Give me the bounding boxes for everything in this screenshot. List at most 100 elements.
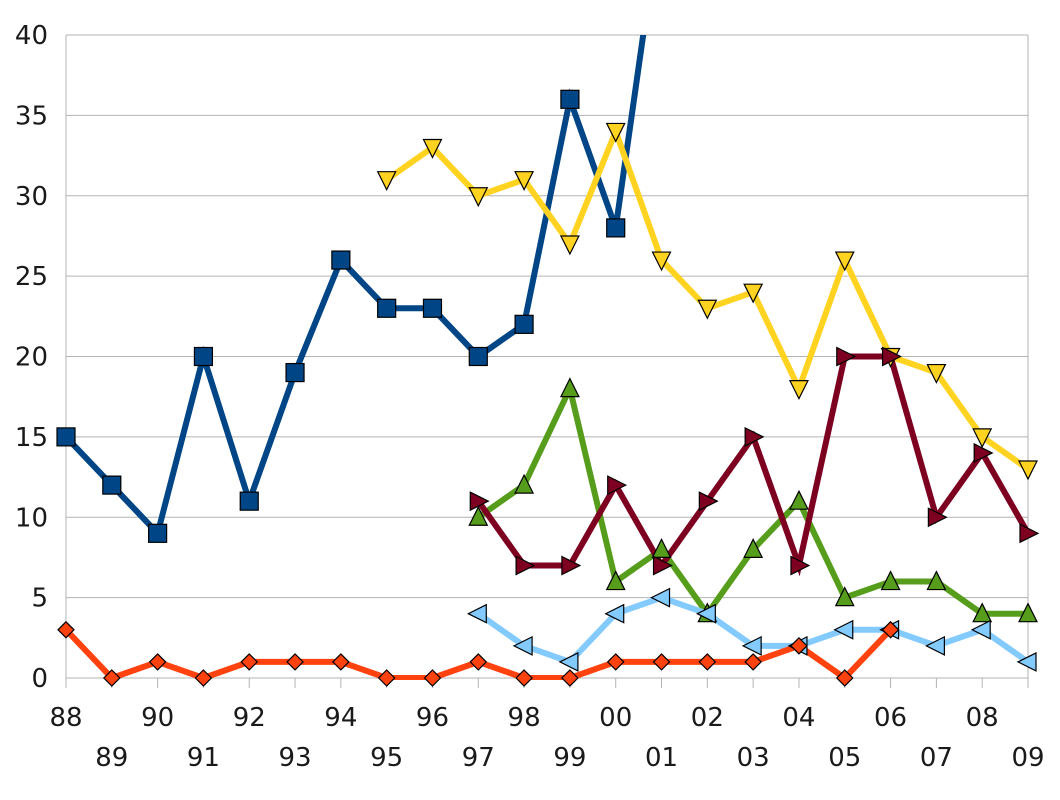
x-tick-label: 92 — [233, 703, 266, 733]
data-point-square — [102, 475, 122, 495]
data-point-triangle-down — [926, 363, 947, 384]
data-point-triangle-down — [1018, 460, 1038, 481]
data-point-triangle-left — [741, 635, 762, 656]
data-point-diamond — [561, 669, 579, 687]
y-tick-label: 10 — [15, 503, 48, 533]
y-axis-tick-labels: 0 5 10 15 20 25 30 35 40 — [15, 21, 48, 694]
data-point-triangle-up — [559, 377, 580, 398]
data-point-triangle-down — [972, 428, 993, 449]
series-lines — [66, 35, 1028, 680]
data-point-triangle-up — [605, 570, 626, 591]
data-point-square — [285, 362, 305, 383]
data-point-triangle-right — [515, 555, 536, 576]
data-point-diamond — [286, 653, 304, 671]
data-point-square — [468, 346, 488, 367]
data-point-diamond — [881, 620, 900, 639]
data-point-triangle-right — [1019, 523, 1040, 544]
data-point-triangle-up — [743, 538, 764, 559]
data-point-diamond — [377, 669, 396, 687]
data-point-diamond — [423, 669, 442, 687]
data-point-triangle-left — [512, 635, 533, 656]
data-point-triangle-up — [834, 586, 855, 607]
data-point-triangle-down — [743, 283, 764, 304]
data-point-triangle-left — [833, 619, 854, 640]
series-line-0 — [66, 35, 647, 540]
data-point-diamond — [194, 669, 213, 687]
x-tick-label: 95 — [370, 743, 403, 773]
data-point-triangle-down — [422, 138, 443, 159]
data-point-square — [193, 346, 214, 367]
data-point-diamond — [102, 669, 121, 687]
data-point-triangle-left — [1016, 651, 1037, 672]
data-point-diamond — [744, 653, 762, 671]
data-point-triangle-left — [558, 651, 579, 672]
data-point-triangle-down — [651, 251, 672, 272]
data-point-square — [377, 298, 397, 318]
data-point-diamond — [606, 653, 625, 671]
data-point-triangle-up — [468, 505, 489, 526]
data-point-diamond — [240, 653, 259, 671]
x-tick-label: 02 — [691, 703, 724, 733]
x-tick-label: 91 — [187, 743, 220, 773]
data-point-triangle-down — [605, 122, 626, 143]
data-point-triangle-up — [926, 570, 947, 591]
x-tick-label: 01 — [645, 743, 678, 773]
data-point-triangle-right — [973, 442, 994, 463]
data-point-square — [56, 427, 76, 447]
data-point-triangle-left — [466, 603, 487, 624]
x-tick-label: 94 — [324, 703, 357, 733]
data-point-diamond — [515, 669, 533, 687]
data-point-triangle-down — [376, 171, 397, 192]
data-point-triangle-up — [972, 602, 993, 623]
data-point-square — [606, 218, 626, 238]
data-point-triangle-left — [604, 603, 625, 624]
data-point-diamond — [332, 653, 350, 671]
x-axis-tick-labels: 88 89 90 91 92 93 94 95 96 97 98 99 00 01 02 03 04 05 06 07… — [49, 703, 1044, 773]
data-point-diamond — [469, 653, 488, 671]
data-point-square — [331, 250, 351, 270]
data-point-triangle-up — [651, 538, 672, 559]
x-tick-label: 98 — [508, 703, 541, 733]
x-tick-label: 00 — [599, 703, 632, 733]
data-point-triangle-down — [559, 235, 580, 256]
data-point-triangle-left — [650, 587, 671, 608]
data-point-triangle-down — [468, 187, 489, 208]
data-point-triangle-left — [695, 603, 716, 624]
x-tick-label: 04 — [782, 703, 815, 733]
data-point-square — [422, 298, 443, 318]
data-point-triangle-right — [927, 507, 948, 528]
data-point-square — [239, 491, 259, 511]
data-point-triangle-up — [514, 473, 535, 494]
data-point-triangle-down — [697, 299, 718, 320]
data-point-square — [148, 523, 168, 543]
y-tick-label: 30 — [15, 182, 48, 212]
data-point-triangle-up — [1018, 602, 1038, 623]
data-point-triangle-up — [880, 570, 901, 591]
data-point-diamond — [57, 620, 75, 639]
data-point-triangle-up — [788, 489, 809, 510]
data-point-triangle-right — [836, 346, 857, 367]
x-tick-label: 05 — [828, 743, 861, 773]
x-tick-label: 93 — [279, 743, 312, 773]
data-point-triangle-right — [607, 475, 628, 496]
y-tick-label: 25 — [15, 262, 48, 292]
y-tick-label: 20 — [15, 343, 48, 373]
x-tick-label: 03 — [737, 743, 770, 773]
data-point-diamond — [790, 637, 808, 655]
data-point-triangle-down — [514, 171, 535, 192]
x-tick-label: 89 — [95, 743, 128, 773]
x-tick-label: 06 — [874, 703, 907, 733]
data-point-diamond — [698, 653, 717, 671]
series-line-4 — [476, 594, 1028, 666]
x-tick-label: 88 — [49, 703, 82, 733]
data-point-triangle-left — [970, 619, 991, 640]
data-point-triangle-right — [698, 491, 719, 512]
y-tick-label: 40 — [15, 21, 48, 51]
x-tick-label: 97 — [462, 743, 495, 773]
x-tick-label: 09 — [1011, 743, 1044, 773]
x-tick-label: 90 — [141, 703, 174, 733]
series-markers — [56, 89, 1040, 687]
x-tick-label: 96 — [416, 703, 449, 733]
data-point-triangle-right — [561, 555, 582, 576]
